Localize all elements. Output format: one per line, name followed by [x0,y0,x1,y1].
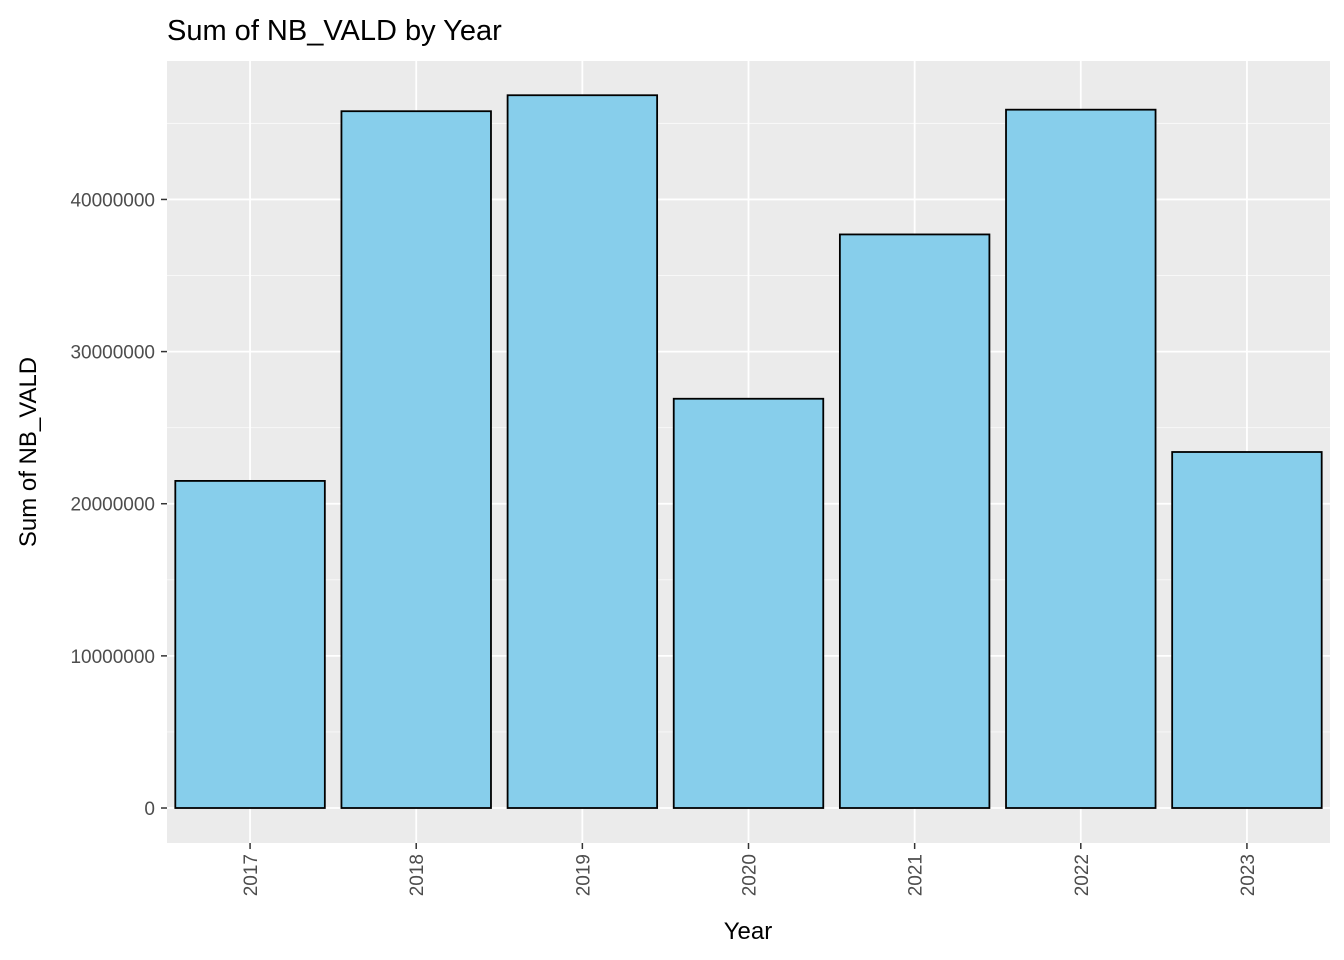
y-tick-label: 30000000 [70,343,155,364]
y-tick-label: 0 [144,799,155,820]
x-tick-label: 2021 [906,854,927,896]
x-tick-label: 2019 [573,854,594,896]
bar-2021 [838,233,991,809]
chart-title: Sum of NB_VALD by Year [167,15,502,47]
bar-2017 [174,480,326,809]
x-tick-label: 2023 [1238,854,1259,896]
bar-2018 [340,110,492,809]
bar-2022 [1005,108,1157,809]
y-tick-label: 40000000 [70,190,155,211]
bars [174,94,1323,809]
x-tick-label: 2018 [407,854,428,896]
y-tick-label: 20000000 [70,495,155,516]
bar-2019 [506,94,659,809]
y-axis-ticks: 0 10000000 20000000 30000000 40000000 [70,190,167,820]
x-tick-label: 2017 [241,854,262,896]
bar-2020 [672,397,825,809]
x-tick-label: 2020 [740,854,761,896]
bar-2023 [1171,451,1323,809]
y-tick-label: 10000000 [70,647,155,668]
y-axis-title: Sum of NB_VALD [15,357,42,547]
x-tick-label: 2022 [1072,854,1093,896]
x-axis-ticks: 2017 2018 2019 2020 2021 2022 2023 [241,843,1259,896]
x-axis-title: Year [724,918,773,945]
